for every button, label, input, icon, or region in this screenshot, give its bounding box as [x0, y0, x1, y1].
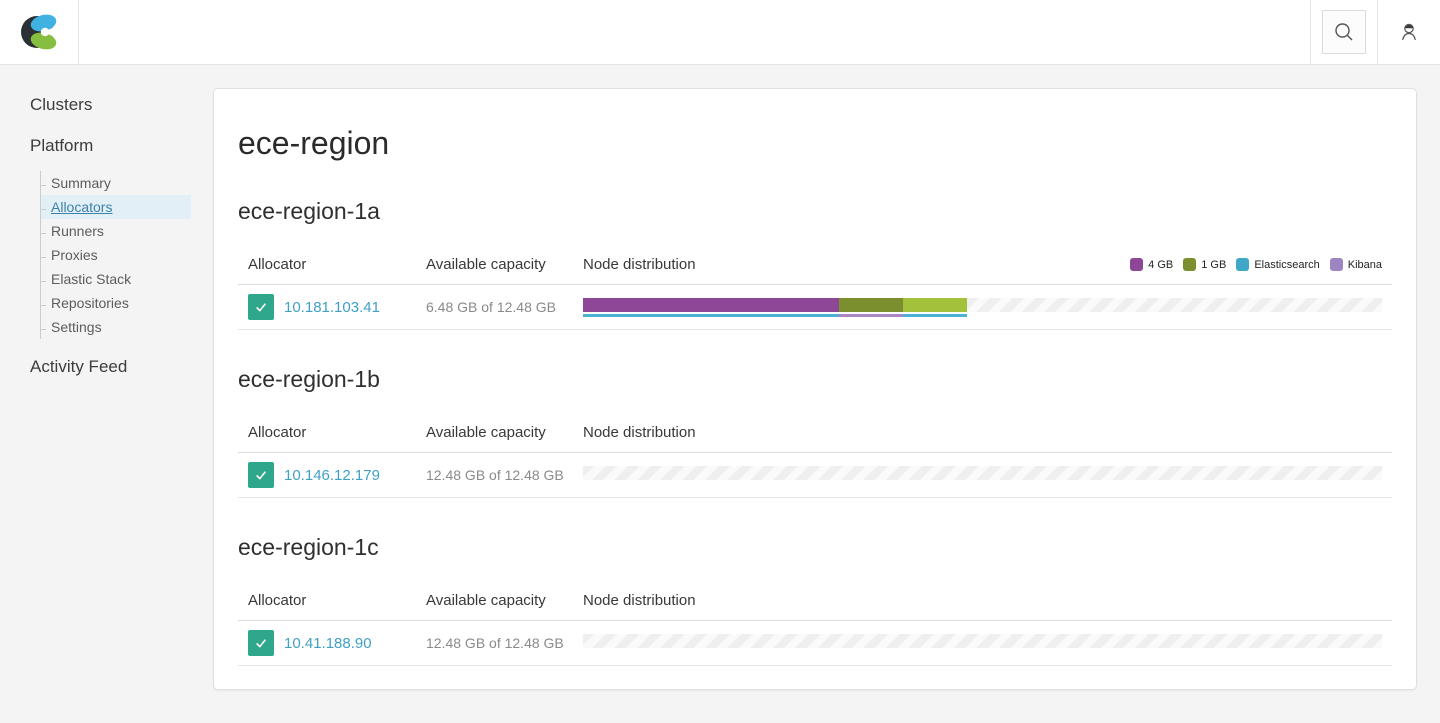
capacity-cell: 12.48 GB of 12.48 GB: [426, 467, 564, 483]
zone-heading: ece-region-1a: [238, 198, 380, 224]
sidebar-item-clusters[interactable]: Clusters: [30, 95, 93, 114]
sidebar-item-label[interactable]: Elastic Stack: [51, 271, 132, 287]
column-header-node-label: Node distribution: [583, 592, 696, 609]
allocator-row: 10.181.103.41 6.48 GB of 12.48 GB: [238, 285, 1392, 330]
zone-section-1c: ece-region-1c Allocator Available capaci…: [238, 534, 1392, 666]
node-type-underline: [839, 313, 904, 317]
capacity-cell: 12.48 GB of 12.48 GB: [426, 635, 564, 651]
legend-swatch-1gb: [1183, 258, 1197, 271]
legend-label: Elasticsearch: [1254, 258, 1320, 271]
sidebar-item-label[interactable]: Settings: [51, 319, 102, 335]
sidebar-item-activity-feed[interactable]: Activity Feed: [30, 357, 128, 376]
capacity-bar: [583, 633, 1382, 648]
capacity-bar: [583, 297, 1382, 312]
allocator-link[interactable]: 10.181.103.41: [284, 298, 380, 316]
header-actions: [1310, 0, 1440, 64]
legend-item-kibana: Kibana: [1329, 258, 1382, 271]
column-header-capacity: Available capacity: [426, 424, 546, 441]
page-title: ece-region: [238, 125, 390, 161]
node-distribution-bar[interactable]: [583, 633, 1382, 653]
node-type-bar: [583, 313, 1382, 317]
elastic-cloud-enterprise-logo-icon: [21, 14, 59, 50]
user-icon: [1402, 23, 1416, 41]
capacity-bar: [583, 465, 1382, 480]
table-header-row: Allocator Available capacity Node distri…: [238, 415, 1392, 453]
allocator-row: 10.146.12.179 12.48 GB of 12.48 GB: [238, 453, 1392, 498]
zone-section-1a: ece-region-1a Allocator Available capaci…: [238, 198, 1392, 330]
sidebar-item-label[interactable]: Runners: [51, 223, 104, 239]
allocators-table: Allocator Available capacity Node distri…: [238, 247, 1392, 330]
legend-swatch-elasticsearch: [1236, 258, 1250, 271]
search-button[interactable]: [1322, 10, 1366, 54]
page-body: Clusters Platform Summary Allocators Run…: [0, 65, 1440, 690]
column-header-node: Node distribution: [583, 592, 1382, 609]
column-header-allocator: Allocator: [248, 424, 307, 441]
node-segment[interactable]: [903, 297, 968, 312]
allocator-link[interactable]: 10.41.188.90: [284, 634, 372, 652]
column-header-capacity: Available capacity: [426, 592, 546, 609]
allocator-cell: 10.181.103.41: [248, 294, 426, 320]
column-header-allocator: Allocator: [248, 592, 307, 609]
allocator-cell: 10.146.12.179: [248, 462, 426, 488]
zone-heading: ece-region-1b: [238, 366, 380, 392]
main-content-card: ece-region ece-region-1a Allocator Avail…: [213, 88, 1417, 690]
sidebar-item-elastic-stack[interactable]: Elastic Stack: [41, 267, 213, 291]
legend-item-4gb: 4 GB: [1130, 258, 1173, 271]
sidebar-item-runners[interactable]: Runners: [41, 219, 213, 243]
healthy-check-icon: [248, 630, 274, 656]
allocator-row: 10.41.188.90 12.48 GB of 12.48 GB: [238, 621, 1392, 666]
legend-label: 4 GB: [1148, 258, 1174, 271]
sidebar-item-proxies[interactable]: Proxies: [41, 243, 213, 267]
legend-swatch-kibana: [1329, 258, 1343, 271]
legend-item-1gb: 1 GB: [1183, 258, 1226, 271]
zone-section-1b: ece-region-1b Allocator Available capaci…: [238, 366, 1392, 498]
search-icon: [1335, 23, 1353, 41]
user-menu-button[interactable]: [1378, 22, 1440, 42]
column-header-capacity: Available capacity: [426, 256, 546, 273]
node-type-underline: [583, 313, 840, 317]
node-distribution-bar[interactable]: [583, 465, 1382, 485]
zone-heading: ece-region-1c: [238, 534, 379, 560]
sidebar-item-summary[interactable]: Summary: [41, 171, 213, 195]
allocators-table: Allocator Available capacity Node distri…: [238, 415, 1392, 498]
allocator-link[interactable]: 10.146.12.179: [284, 466, 380, 484]
sidebar-item-repositories[interactable]: Repositories: [41, 291, 213, 315]
column-header-node-label: Node distribution: [583, 256, 696, 273]
app-logo[interactable]: [0, 0, 79, 64]
sidebar-item-allocators[interactable]: Allocators: [41, 195, 213, 219]
table-header-row: Allocator Available capacity Node distri…: [238, 583, 1392, 621]
node-segment[interactable]: [583, 297, 840, 312]
legend-label: Kibana: [1347, 258, 1382, 271]
sidebar-item-label[interactable]: Proxies: [51, 247, 98, 263]
sidebar-item-label[interactable]: Summary: [51, 175, 111, 191]
node-legend: 4 GB 1 GB Elasticsearch: [1130, 258, 1382, 271]
sidebar-item-label[interactable]: Allocators: [41, 195, 191, 219]
capacity-cell: 6.48 GB of 12.48 GB: [426, 299, 556, 315]
column-header-node: Node distribution 4 GB 1 GB: [583, 256, 1382, 273]
sidebar-item-label[interactable]: Repositories: [51, 295, 129, 311]
sidebar: Clusters Platform Summary Allocators Run…: [0, 65, 213, 398]
allocator-cell: 10.41.188.90: [248, 630, 426, 656]
header-divider: [1377, 0, 1378, 64]
legend-label: 1 GB: [1201, 258, 1227, 271]
column-header-node: Node distribution: [583, 424, 1382, 441]
legend-swatch-4gb: [1130, 258, 1144, 271]
sidebar-item-settings[interactable]: Settings: [41, 315, 213, 339]
allocators-table: Allocator Available capacity Node distri…: [238, 583, 1392, 666]
sidebar-item-platform[interactable]: Platform: [30, 136, 94, 155]
healthy-check-icon: [248, 462, 274, 488]
platform-submenu: Summary Allocators Runners Proxies Elast…: [40, 171, 213, 339]
table-header-row: Allocator Available capacity Node distri…: [238, 247, 1392, 285]
header-divider: [1310, 0, 1311, 64]
node-segment[interactable]: [839, 297, 904, 312]
column-header-node-label: Node distribution: [583, 424, 696, 441]
top-header: [0, 0, 1440, 65]
node-type-underline: [903, 313, 968, 317]
legend-item-elasticsearch: Elasticsearch: [1236, 258, 1320, 271]
node-distribution-bar[interactable]: [583, 297, 1382, 317]
column-header-allocator: Allocator: [248, 256, 307, 273]
healthy-check-icon: [248, 294, 274, 320]
